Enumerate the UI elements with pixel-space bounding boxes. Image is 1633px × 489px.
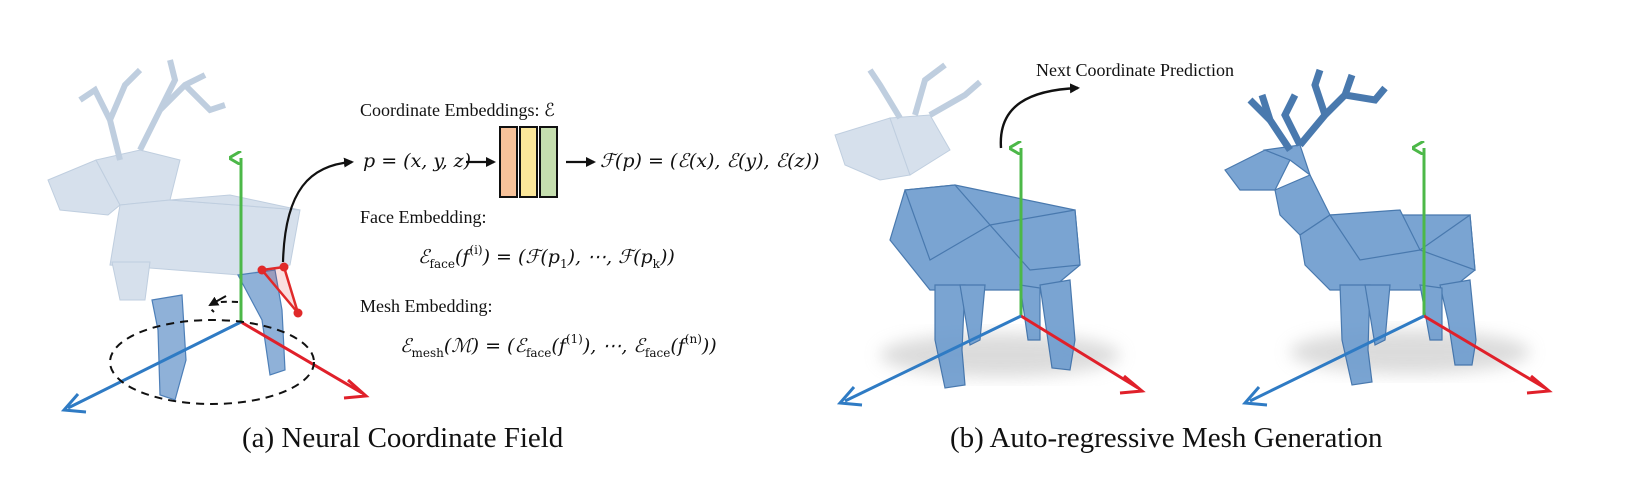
face-to-point-arrow	[281, 157, 354, 263]
middle-deer-mesh	[889, 184, 1081, 389]
next-coordinate-arrow	[999, 83, 1080, 149]
face-embedding-label: Face Embedding:	[360, 207, 487, 227]
face-embedding-equation: ℰface(f(i)) = (ℱ(p1), ⋯, ℱ(pk))	[418, 243, 675, 271]
face-eq-sup: (i)	[469, 243, 483, 257]
left-axis-z	[67, 320, 242, 410]
mesh-eq-lhs: ℰ	[400, 335, 412, 357]
face-eq-mid: ), ⋯, ℱ(p	[567, 246, 653, 268]
middle-axis-x	[1020, 314, 1139, 390]
right-axis-z	[1249, 314, 1425, 403]
embedding-bar-x	[499, 126, 518, 198]
face-eq-end: ))	[659, 246, 675, 268]
mesh-eq-fn-sup: (n)	[684, 332, 702, 346]
right-axis-z-head	[1241, 386, 1268, 407]
left-deer-legs	[151, 269, 286, 401]
mesh-embedding-label: Mesh Embedding:	[360, 296, 493, 316]
face-eq-lhs: ℰ	[418, 246, 430, 268]
mesh-eq-fn: (f	[670, 335, 685, 357]
embedding-bar-y	[519, 126, 538, 198]
middle-axis-z	[844, 314, 1022, 403]
left-deer-faded	[47, 59, 301, 301]
dashed-orbit-outer	[109, 319, 315, 405]
right-deer-shadow	[1290, 330, 1530, 374]
right-deer-mesh	[1224, 68, 1477, 386]
caption-left: (a) Neural Coordinate Field	[242, 422, 564, 454]
embedding-bar-z	[539, 126, 558, 198]
dashed-rotate-arrow	[208, 295, 227, 306]
middle-deer-faded	[834, 62, 982, 181]
face-eq-arg: (f	[454, 246, 470, 268]
face-eq-rhs: ) = (ℱ(p	[482, 246, 560, 268]
mesh-eq-f1: (f	[551, 335, 566, 357]
face-eq-pk-sub: k	[652, 257, 660, 271]
middle-axis-z-head	[836, 386, 863, 407]
mesh-embedding-equation: ℰmesh(ℳ) = (ℰface(f(1)), ⋯, ℰface(f(n)))	[400, 332, 717, 360]
highlighted-face	[257, 262, 303, 318]
face-eq-p1-sub: 1	[559, 257, 568, 271]
mesh-eq-face-sub2: face	[644, 346, 671, 360]
feature-equation-text: ℱ(p) = (ℰ(x), ℰ(y), ℰ(z))	[600, 150, 820, 172]
point-equation-text: p = (x, y, z)	[363, 150, 472, 172]
coord-embeddings-label: Coordinate Embeddings: ℰ	[360, 100, 555, 120]
left-axis-x	[240, 320, 363, 395]
point-equation: p = (x, y, z)	[363, 150, 471, 172]
middle-deer-group	[834, 62, 1146, 407]
caption-right: (b) Auto-regressive Mesh Generation	[950, 422, 1383, 454]
right-axis-x	[1423, 314, 1546, 390]
feature-equation: ℱ(p) = (ℰ(x), ℰ(y), ℰ(z))	[600, 150, 819, 172]
mesh-eq-end: ))	[701, 335, 717, 357]
right-axis-x-head	[1526, 374, 1553, 395]
left-axis-z-head	[60, 393, 87, 414]
left-axis-x-head	[343, 378, 370, 400]
left-deer-group	[47, 59, 370, 414]
mesh-eq-face-sub: face	[525, 346, 552, 360]
middle-axis-x-head	[1119, 374, 1146, 395]
embedding-bars	[499, 126, 558, 198]
next-coordinate-label: Next Coordinate Prediction	[1036, 60, 1234, 80]
mesh-eq-mid: ), ⋯, ℰ	[582, 335, 645, 357]
mesh-eq-f1-sup: (1)	[565, 332, 583, 346]
mesh-eq-arg: (ℳ) = (ℰ	[443, 335, 526, 357]
right-deer-group	[1224, 68, 1553, 407]
mesh-eq-lhs-sub: mesh	[411, 346, 444, 360]
face-eq-lhs-sub: face	[429, 257, 455, 271]
